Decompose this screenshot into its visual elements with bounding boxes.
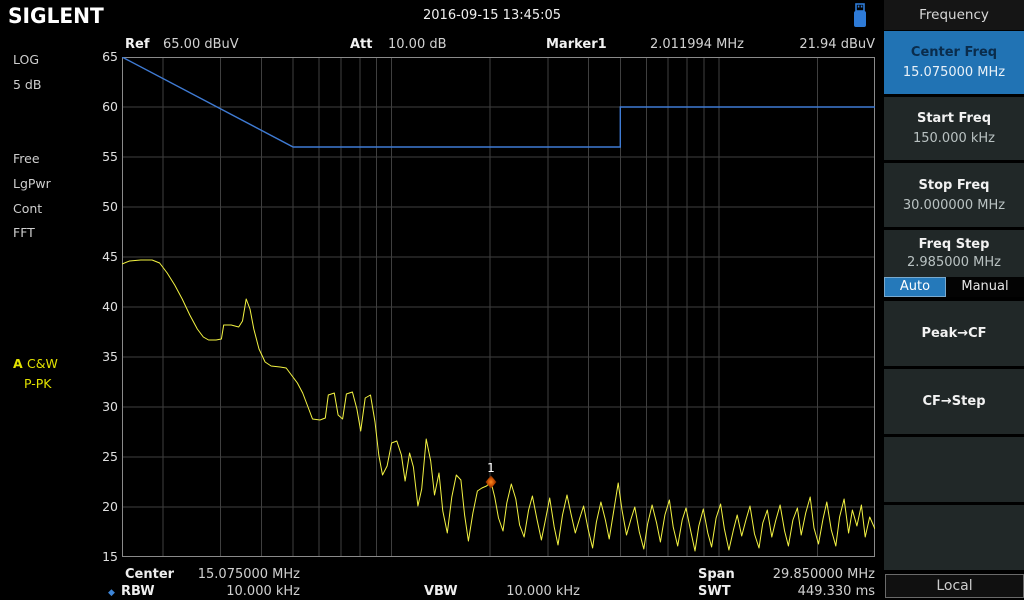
softkey-menu: Frequency Center Freq 15.075000 MHz Star… xyxy=(884,0,1024,600)
softkey-label: Stop Freq xyxy=(918,177,990,193)
y-axis-label: 65 xyxy=(102,49,118,64)
y-axis-label: 35 xyxy=(102,349,118,364)
softkey-stop-freq[interactable]: Stop Freq 30.000000 MHz xyxy=(884,163,1024,227)
local-button[interactable]: Local xyxy=(885,574,1024,598)
spectrum-plot: 1 xyxy=(121,56,876,557)
toggle-option-auto[interactable]: Auto xyxy=(884,277,946,297)
softkey-value: 15.075000 MHz xyxy=(902,65,1006,80)
trace-mode-label: C&W xyxy=(27,356,58,371)
softkey-blank-1[interactable] xyxy=(884,437,1024,502)
y-axis-label: 20 xyxy=(102,499,118,514)
fft-mode-label: FFT xyxy=(13,225,35,240)
sweep-mode-label: Cont xyxy=(13,201,43,216)
y-axis-label: 55 xyxy=(102,149,118,164)
trace-a xyxy=(121,259,876,552)
spectrum-plot-area: 1 xyxy=(121,56,876,557)
softkey-label: CF→Step xyxy=(922,394,986,409)
y-axis-label: 40 xyxy=(102,299,118,314)
att-label: Att xyxy=(350,37,373,52)
usb-icon xyxy=(851,3,869,33)
scale-type-label: LOG xyxy=(13,52,40,67)
ref-label: Ref xyxy=(125,37,150,52)
rbw-value: 10.000 kHz xyxy=(226,584,300,599)
swt-value: 449.330 ms xyxy=(797,584,875,599)
softkey-value: 30.000000 MHz xyxy=(902,197,1006,213)
toggle-option-manual[interactable]: Manual xyxy=(946,277,1024,297)
softkey-value: 150.000 kHz xyxy=(912,131,996,146)
y-axis-label: 25 xyxy=(102,449,118,464)
center-freq-label: Center xyxy=(125,567,175,582)
trace-id-label: A xyxy=(13,356,23,371)
softkey-freq-step[interactable]: Freq Step 2.985000 MHz Auto Manual xyxy=(884,230,1024,297)
softkey-label: Freq Step xyxy=(918,237,990,252)
marker-diamond-icon xyxy=(485,475,497,489)
datetime-display: 2016-09-15 13:45:05 xyxy=(423,8,562,23)
y-axis-label: 45 xyxy=(102,249,118,264)
y-axis-label: 50 xyxy=(102,199,118,214)
vbw-value: 10.000 kHz xyxy=(506,584,580,599)
marker-label: 1 xyxy=(487,461,495,475)
softkey-center-freq[interactable]: Center Freq 15.075000 MHz xyxy=(884,31,1024,94)
marker-readout-freq: 2.011994 MHz xyxy=(650,37,744,52)
diamond-icon: ◆ xyxy=(108,588,115,598)
y-axis-label: 15 xyxy=(102,549,118,564)
softkey-blank-2[interactable] xyxy=(884,505,1024,570)
center-freq-value: 15.075000 MHz xyxy=(197,567,300,582)
softkey-peak-to-cf[interactable]: Peak→CF xyxy=(884,301,1024,366)
softkey-start-freq[interactable]: Start Freq 150.000 kHz xyxy=(884,97,1024,160)
softkey-cf-to-step[interactable]: CF→Step xyxy=(884,369,1024,434)
vbw-label: VBW xyxy=(424,584,458,599)
menu-title: Frequency xyxy=(884,0,1024,30)
scale-div-label: 5 dB xyxy=(13,77,42,92)
softkey-label: Start Freq xyxy=(916,111,992,126)
span-label: Span xyxy=(698,567,735,582)
softkey-label: Center Freq xyxy=(910,45,998,60)
grid-border xyxy=(122,57,875,557)
softkey-value: 2.985000 MHz xyxy=(907,255,1001,270)
y-axis-label: 30 xyxy=(102,399,118,414)
ref-value: 65.00 dBuV xyxy=(163,37,239,52)
auto-manual-toggle: Auto Manual xyxy=(884,277,1024,297)
softkey-label: Peak→CF xyxy=(921,326,987,341)
marker-readout-amplitude: 21.94 dBuV xyxy=(799,37,875,52)
preamp-label: LgPwr xyxy=(13,176,51,191)
siglent-logo: SIGLENT xyxy=(8,4,104,28)
rbw-label: RBW xyxy=(121,584,155,599)
marker-readout-label: Marker1 xyxy=(546,37,607,52)
limit-line xyxy=(121,56,875,148)
trigger-mode-label: Free xyxy=(13,151,40,166)
trace-detector-label: P-PK xyxy=(24,376,52,391)
att-value: 10.00 dB xyxy=(388,37,447,52)
swt-label: SWT xyxy=(698,584,731,599)
y-axis-label: 60 xyxy=(102,99,118,114)
span-value: 29.850000 MHz xyxy=(772,567,875,582)
